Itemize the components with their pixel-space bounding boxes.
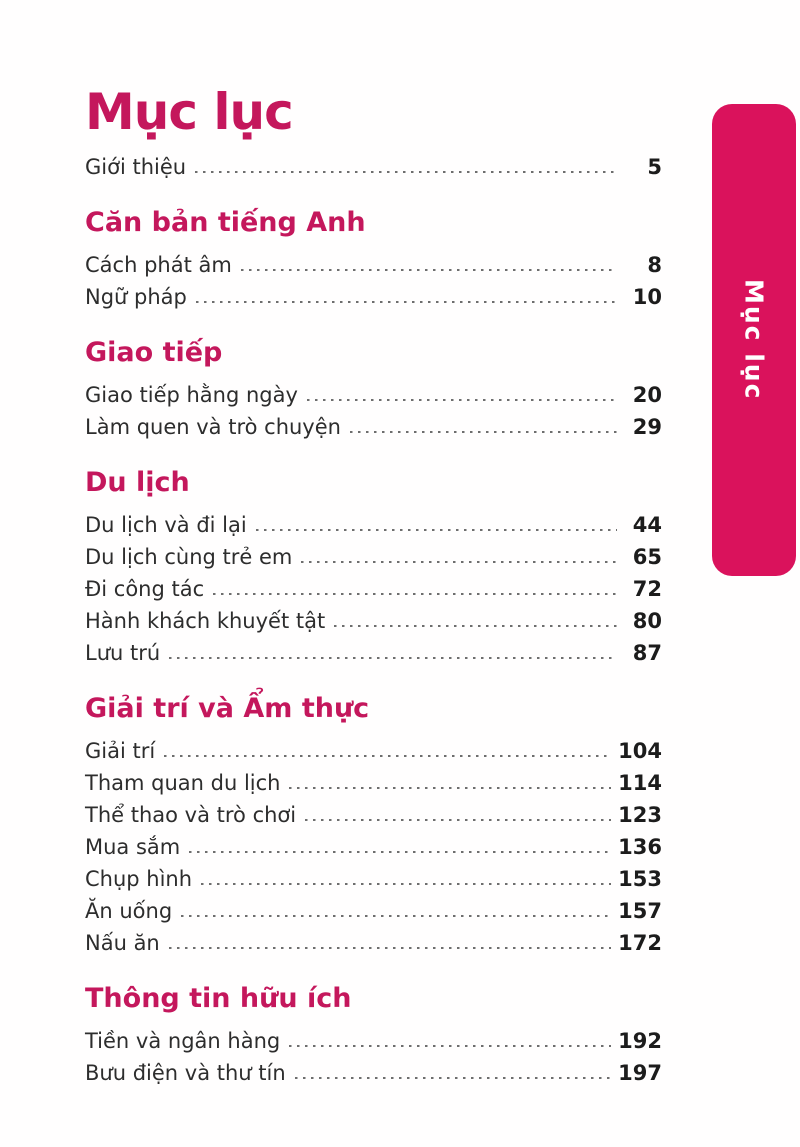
toc-entry-label: Giao tiếp hằng ngày: [85, 383, 298, 407]
toc-entry-label: Cách phát âm: [85, 253, 232, 277]
toc-entry-row: Chụp hình 153: [85, 862, 662, 894]
toc-entry-label: Ngữ pháp: [85, 285, 187, 309]
dotted-leader: [168, 946, 612, 949]
dotted-leader: [195, 300, 617, 303]
toc-entry-row: Giới thiệu 5: [85, 150, 662, 182]
toc-entry-row: Mua sắm 136: [85, 830, 662, 862]
toc-entry-page-number: 153: [618, 867, 662, 891]
toc-entry-label: Du lịch và đi lại: [85, 513, 247, 537]
page-title: Mục lục: [85, 83, 294, 141]
section-heading: Căn bản tiếng Anh: [85, 207, 366, 238]
section-heading: Giao tiếp: [85, 337, 223, 368]
section-heading: Du lịch: [85, 467, 190, 498]
toc-entry-label: Chụp hình: [85, 867, 193, 891]
toc-entry-label: Ăn uống: [85, 899, 173, 923]
toc-entry-row: Tiền và ngân hàng 192: [85, 1024, 662, 1056]
dotted-leader: [164, 754, 612, 757]
toc-entry-page-number: 44: [632, 513, 662, 537]
toc-entry-label: Tiền và ngân hàng: [85, 1029, 281, 1053]
toc-list: Giới thiệu 5 Căn bản tiếng Anh Cách phát…: [85, 150, 662, 1088]
toc-entry-page-number: 197: [618, 1061, 662, 1085]
toc-entry-page-number: 104: [618, 739, 662, 763]
toc-entry-row: Du lịch và đi lại 44: [85, 508, 662, 540]
toc-entry-row: Hành khách khuyết tật 80: [85, 604, 662, 636]
dotted-leader: [289, 786, 612, 789]
toc-entry-label: Mua sắm: [85, 835, 181, 859]
toc-entry-page-number: 65: [632, 545, 662, 569]
toc-entry-row: Đi công tác 72: [85, 572, 662, 604]
toc-entry-label: Làm quen và trò chuyện: [85, 415, 341, 439]
toc-entry-label: Giải trí: [85, 739, 156, 763]
toc-entry-row: Ngữ pháp 10: [85, 280, 662, 312]
toc-entry-row: Du lịch cùng trẻ em 65: [85, 540, 662, 572]
toc-entry-page-number: 80: [632, 609, 662, 633]
toc-entry-page-number: 72: [632, 577, 662, 601]
dotted-leader: [169, 656, 617, 659]
dotted-leader: [213, 592, 617, 595]
toc-entry-row: Giao tiếp hằng ngày 20: [85, 378, 662, 410]
toc-entry-page-number: 114: [618, 771, 662, 795]
dotted-leader: [201, 882, 612, 885]
dotted-leader: [306, 398, 617, 401]
toc-entry-label: Thể thao và trò chơi: [85, 803, 297, 827]
toc-entry-row: Thể thao và trò chơi 123: [85, 798, 662, 830]
dotted-leader: [305, 818, 612, 821]
toc-entry-row: Tham quan du lịch 114: [85, 766, 662, 798]
toc-entry-page-number: 29: [632, 415, 662, 439]
toc-entry-row: Ăn uống 157: [85, 894, 662, 926]
dotted-leader: [181, 914, 612, 917]
dotted-leader: [349, 430, 617, 433]
toc-entry-page-number: 123: [618, 803, 662, 827]
toc-entry-row: Lưu trú 87: [85, 636, 662, 668]
toc-entry-row: Bưu điện và thư tín 197: [85, 1056, 662, 1088]
toc-entry-page-number: 5: [647, 155, 662, 179]
toc-entry-page-number: 87: [632, 641, 662, 665]
toc-entry-row: Nấu ăn 172: [85, 926, 662, 958]
toc-entry-label: Lưu trú: [85, 641, 161, 665]
side-tab-label: Mục lục: [739, 279, 769, 401]
toc-entry-page-number: 8: [647, 253, 662, 277]
toc-entry-row: Cách phát âm 8: [85, 248, 662, 280]
toc-entry-page-number: 20: [632, 383, 662, 407]
toc-entry-label: Tham quan du lịch: [85, 771, 281, 795]
toc-entry-page-number: 172: [618, 931, 662, 955]
dotted-leader: [294, 1076, 612, 1079]
toc-entry-label: Du lịch cùng trẻ em: [85, 545, 293, 569]
toc-entry-page-number: 10: [632, 285, 662, 309]
toc-entry-label: Nấu ăn: [85, 931, 160, 955]
dotted-leader: [301, 560, 617, 563]
toc-content: Mục lục Giới thiệu 5 Căn bản tiếng Anh C…: [85, 86, 662, 1088]
section-heading: Thông tin hữu ích: [85, 983, 352, 1014]
dotted-leader: [189, 850, 612, 853]
dotted-leader: [240, 268, 617, 271]
dotted-leader: [289, 1044, 612, 1047]
toc-entry-label: Đi công tác: [85, 577, 205, 601]
dotted-leader: [195, 170, 617, 173]
toc-entry-label: Hành khách khuyết tật: [85, 609, 326, 633]
toc-entry-page-number: 192: [618, 1029, 662, 1053]
toc-entry-row: Giải trí 104: [85, 734, 662, 766]
dotted-leader: [334, 624, 617, 627]
section-heading: Giải trí và Ẩm thực: [85, 693, 370, 724]
toc-entry-page-number: 157: [618, 899, 662, 923]
toc-entry-label: Giới thiệu: [85, 155, 187, 179]
toc-entry-row: Làm quen và trò chuyện 29: [85, 410, 662, 442]
dotted-leader: [255, 528, 617, 531]
toc-entry-page-number: 136: [618, 835, 662, 859]
chapter-side-tab: Mục lục: [712, 104, 796, 576]
toc-entry-label: Bưu điện và thư tín: [85, 1061, 286, 1085]
